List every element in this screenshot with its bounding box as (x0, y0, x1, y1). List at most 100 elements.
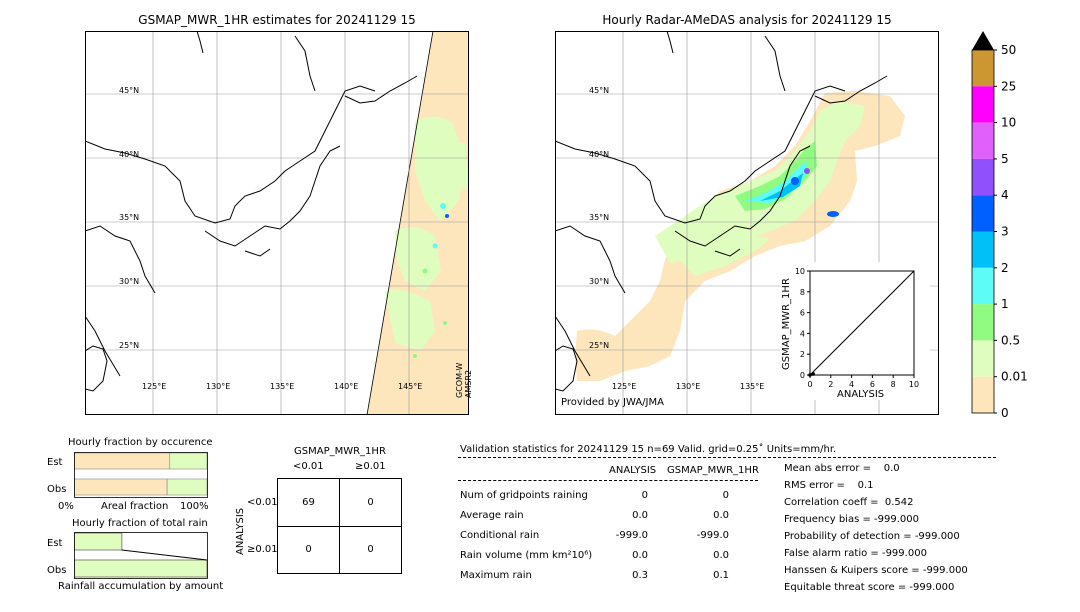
radar-rain-2mm (760, 173, 803, 201)
validation-row-analysis: -999.0 (615, 530, 648, 541)
total-rain-label-est: Est (47, 538, 63, 549)
sensor-instrument: AMSR2 (464, 369, 473, 398)
colorbar-tick-label: 2 (1001, 261, 1009, 275)
colorbar-tick-label: 25 (1001, 79, 1016, 93)
colorbar: 50 25 10 5 4 3 2 1 0.5 0.01 0 (971, 31, 1028, 418)
left-lon-label: 130°E (206, 382, 231, 391)
colorbar-tick-label: 3 (1001, 225, 1009, 239)
left-rain-spot-1 (440, 203, 446, 209)
validation-table-rule (458, 480, 758, 481)
occurrence-title: Hourly fraction by occurence (68, 437, 213, 448)
colorbar-tick-label: 5 (1001, 152, 1009, 166)
right-lat-label: 30°N (589, 277, 610, 286)
right-lat-label: 40°N (589, 150, 610, 159)
validation-col-gsmap: GSMAP_MWR_1HR (667, 465, 759, 476)
scatter-xtick-label: 2 (828, 380, 833, 389)
occurrence-xlabel: Areal fraction (101, 501, 169, 512)
colorbar-segment (972, 376, 994, 413)
validation-header: Validation statistics for 20241129 15 n=… (460, 444, 837, 455)
left-lon-label: 145°E (398, 382, 423, 391)
colorbar-tick-label: 0.5 (1001, 333, 1020, 347)
left-lat-label: 40°N (119, 150, 140, 159)
colorbar-tick-label: 4 (1001, 188, 1009, 202)
contingency-table: 69 0 0 0 (277, 478, 402, 574)
validation-row-gsmap: 0.1 (713, 570, 729, 581)
sensor-label: GCOM-W AMSR2 (455, 363, 473, 398)
scatter-diagonal (809, 270, 915, 376)
validation-row-gsmap: -999.0 (696, 530, 729, 541)
colorbar-segment (972, 231, 994, 268)
total-rain-bar (74, 532, 123, 551)
validation-score: Equitable threat score = -999.000 (784, 582, 955, 593)
colorbar-segment (972, 86, 994, 123)
contingency-row-label: <0.01 (247, 497, 278, 508)
scatter-xtick-label: 0 (807, 380, 812, 389)
right-map-title: Hourly Radar-AMeDAS analysis for 2024112… (602, 13, 892, 27)
colorbar-tick-label: 1 (1001, 297, 1009, 311)
colorbar-extend-triangle (972, 31, 994, 50)
left-swath-edge (366, 31, 434, 415)
colorbar-tick-label: 0 (1001, 406, 1009, 418)
scatter-xtick-label: 8 (891, 380, 896, 389)
validation-score: Mean abs error = 0.0 (784, 463, 900, 474)
contingency-row-axis-label: ANALYSIS (235, 507, 246, 555)
occurrence-xtick-right: 100% (180, 501, 209, 512)
right-lat-label: 25°N (589, 341, 610, 350)
occurrence-bar (166, 478, 208, 496)
validation-col-analysis: ANALYSIS (609, 465, 657, 476)
total-rain-connector (121, 549, 208, 561)
validation-row-label: Num of gridpoints raining (460, 490, 588, 501)
occurrence-bar (74, 452, 171, 470)
radar-light-rain-south (675, 236, 770, 276)
colorbar-segment (972, 50, 994, 87)
occurrence-xtick-left: 0% (58, 501, 74, 512)
left-coastlines (85, 31, 418, 392)
validation-row-label: Average rain (460, 510, 524, 521)
scatter-inset: 0 2 4 6 8 10 0 2 4 6 8 10 (780, 262, 930, 400)
occurrence-bar (169, 452, 208, 470)
validation-header-rule (458, 457, 996, 458)
left-rain-spot-4 (422, 268, 428, 274)
scatter-ytick-label: 10 (795, 267, 805, 276)
validation-score: False alarm ratio = -999.000 (784, 548, 927, 559)
validation-score: Hanssen & Kuipers score = -999.000 (784, 565, 968, 576)
radar-rain-east (827, 211, 839, 217)
right-lon-label: 130°E (676, 382, 701, 391)
left-rain-spot-3 (432, 243, 438, 249)
scatter-xtick-label: 4 (849, 380, 854, 389)
validation-row-label: Maximum rain (460, 570, 532, 581)
left-rain-spot-5 (413, 354, 417, 358)
occurrence-label-est: Est (47, 457, 63, 468)
left-rain-spot-2 (445, 214, 449, 218)
validation-row-analysis: 0 (641, 490, 648, 501)
scatter-ytick-label: 6 (800, 309, 805, 318)
left-lat-label: 25°N (119, 341, 140, 350)
left-rain-area-2 (395, 227, 441, 291)
scatter-ylabel: GSMAP_MWR_1HR (781, 278, 792, 370)
right-coastlines (555, 31, 888, 392)
right-lat-label: 35°N (589, 213, 610, 222)
contingency-col-label: ≥0.01 (355, 461, 386, 472)
left-map (85, 31, 469, 415)
contingency-row-label: ≥0.01 (247, 544, 278, 555)
left-lon-label: 140°E (334, 382, 359, 391)
colorbar-segment (972, 195, 994, 232)
scatter-point (808, 373, 812, 377)
total-rain-chart (74, 532, 208, 579)
sensor-name: GCOM-W (455, 362, 464, 398)
colorbar-tick-label: 50 (1001, 43, 1016, 57)
validation-score: Probability of detection = -999.000 (784, 531, 960, 542)
scatter-ytick-label: 2 (800, 350, 805, 359)
left-lon-label: 125°E (142, 382, 167, 391)
colorbar-segment (972, 267, 994, 305)
right-lon-label: 125°E (612, 382, 637, 391)
occurrence-chart (74, 452, 208, 498)
radar-rain-core-1 (791, 177, 799, 185)
radar-moderate-rain (735, 141, 817, 211)
total-rain-frame (74, 532, 208, 579)
validation-row-gsmap: 0.0 (713, 550, 729, 561)
scatter-ytick-label: 8 (800, 288, 805, 297)
scatter-xlabel: ANALYSIS (837, 389, 885, 400)
data-credit: Provided by JWA/JMA (561, 397, 664, 408)
colorbar-tick-label: 10 (1001, 116, 1016, 130)
